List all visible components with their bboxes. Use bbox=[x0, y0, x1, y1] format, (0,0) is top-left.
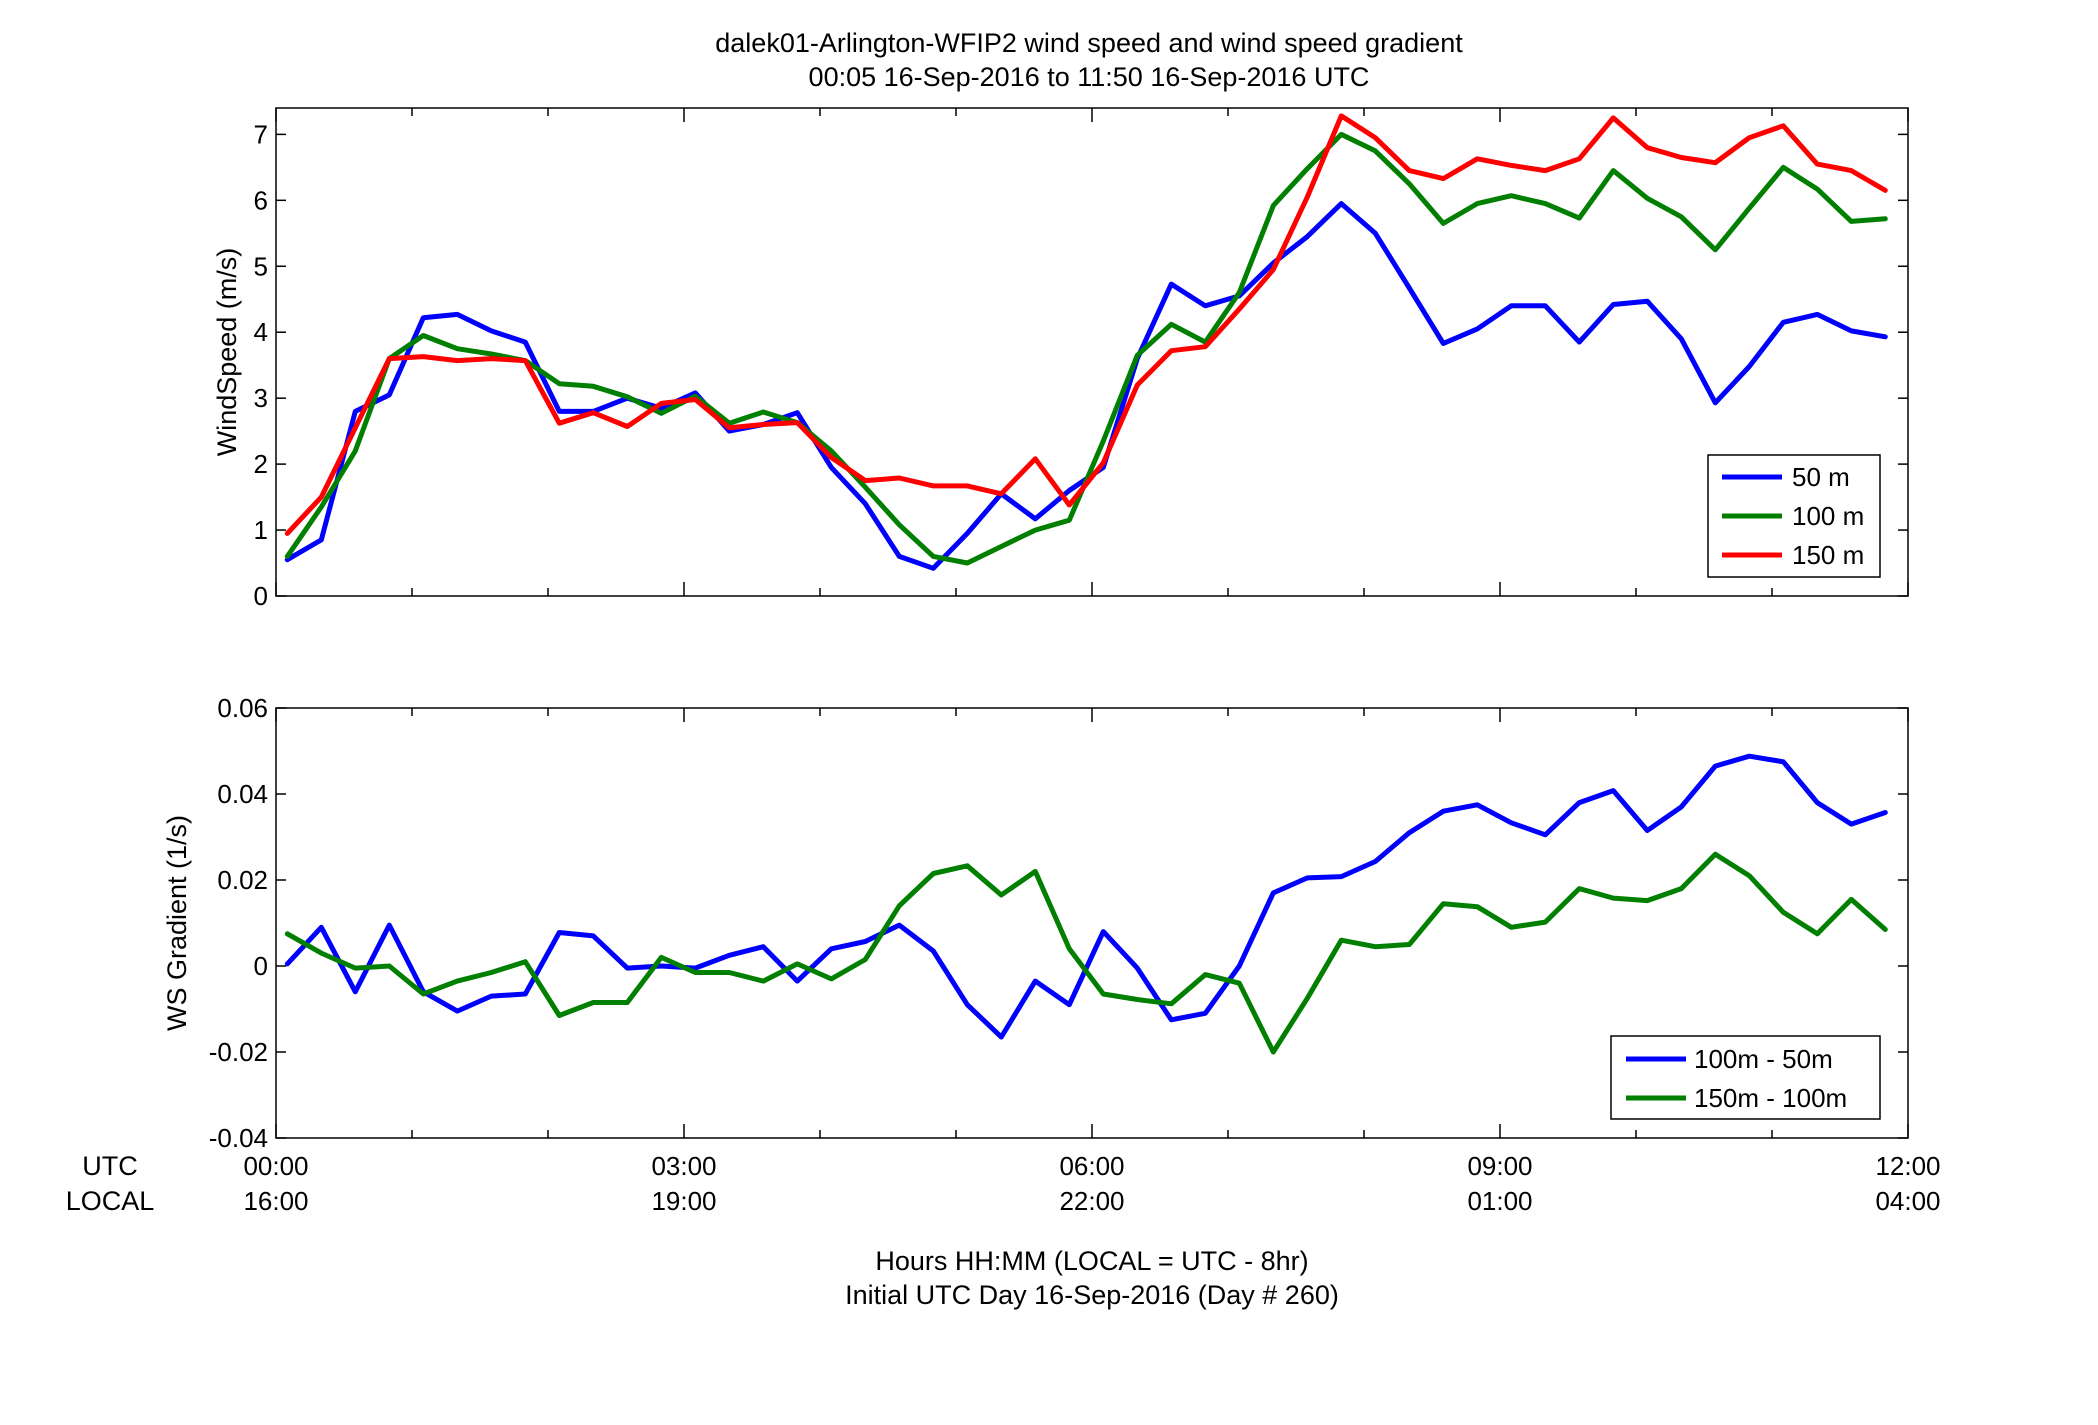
windspeed-panel: 0 1 2 3 4 5 6 7 WindSpeed (m/s) 50 m 100 m 150 … bbox=[212, 107, 1909, 611]
gradient-series-line-150m-100m bbox=[284, 851, 1888, 1055]
local-tick-label: 19:00 bbox=[651, 1186, 716, 1216]
local-tick-label: 16:00 bbox=[243, 1186, 308, 1216]
gradient-y-tick-label: -0.04 bbox=[209, 1123, 268, 1153]
legend-label-150m: 150 m bbox=[1792, 540, 1864, 570]
utc-tick-label: 00:00 bbox=[243, 1151, 308, 1181]
windspeed-y-tick-label: 7 bbox=[254, 119, 268, 149]
windspeed-y-tick-label: 3 bbox=[254, 383, 268, 413]
local-tick-labels: 16:00 19:00 22:00 01:00 04:00 bbox=[243, 1186, 1940, 1216]
gradient-y-tick-label: 0 bbox=[254, 951, 268, 981]
gradient-y-ticks: -0.04 -0.02 0 0.02 0.04 0.06 bbox=[209, 693, 1908, 1153]
windspeed-y-tick-label: 4 bbox=[254, 317, 268, 347]
gradient-legend-box bbox=[1610, 1035, 1881, 1120]
utc-tick-labels: 00:00 03:00 06:00 09:00 12:00 bbox=[243, 1151, 1940, 1181]
windspeed-x-ticks bbox=[275, 108, 1909, 596]
gradient-legend: 100m - 50m 150m - 100m bbox=[1610, 1035, 1881, 1120]
x-axis-label: Hours HH:MM (LOCAL = UTC - 8hr) bbox=[875, 1246, 1308, 1276]
local-tick-label: 04:00 bbox=[1875, 1186, 1940, 1216]
windspeed-y-tick-label: 1 bbox=[254, 515, 268, 545]
windspeed-y-axis-label: WindSpeed (m/s) bbox=[212, 248, 242, 457]
chart-title-line2: 00:05 16-Sep-2016 to 11:50 16-Sep-2016 U… bbox=[809, 62, 1370, 92]
legend-label-100m: 100 m bbox=[1792, 501, 1864, 531]
utc-tick-label: 06:00 bbox=[1059, 1151, 1124, 1181]
gradient-y-tick-label: -0.02 bbox=[209, 1037, 268, 1067]
windspeed-series bbox=[284, 113, 1888, 571]
gradient-series bbox=[284, 753, 1888, 1055]
windspeed-y-tick-label: 2 bbox=[254, 449, 268, 479]
windspeed-y-tick-label: 6 bbox=[254, 185, 268, 215]
legend-label-100m-50m: 100m - 50m bbox=[1694, 1044, 1833, 1074]
legend-label-150m-100m: 150m - 100m bbox=[1694, 1083, 1847, 1113]
x-axis-sublabel: Initial UTC Day 16-Sep-2016 (Day # 260) bbox=[845, 1280, 1339, 1310]
utc-tick-label: 12:00 bbox=[1875, 1151, 1940, 1181]
windspeed-plot-frame bbox=[275, 107, 1909, 597]
windspeed-series-line-150-m bbox=[284, 113, 1888, 536]
windspeed-y-ticks: 0 1 2 3 4 5 6 7 bbox=[254, 119, 1908, 611]
utc-tick-label: 03:00 bbox=[651, 1151, 716, 1181]
chart-title-line1: dalek01-Arlington-WFIP2 wind speed and w… bbox=[715, 28, 1463, 58]
windspeed-y-tick-label: 0 bbox=[254, 581, 268, 611]
gradient-y-tick-label: 0.06 bbox=[217, 693, 268, 723]
gradient-y-tick-label: 0.04 bbox=[217, 779, 268, 809]
legend-label-50m: 50 m bbox=[1792, 462, 1850, 492]
gradient-panel: -0.04 -0.02 0 0.02 0.04 0.06 WS Gradient (1/s… bbox=[162, 693, 1909, 1153]
gradient-x-ticks bbox=[275, 708, 1909, 1138]
windspeed-y-tick-label: 5 bbox=[254, 251, 268, 281]
utc-tick-label: 09:00 bbox=[1467, 1151, 1532, 1181]
gradient-y-axis-label: WS Gradient (1/s) bbox=[162, 815, 192, 1031]
windspeed-legend: 50 m 100 m 150 m bbox=[1707, 454, 1881, 578]
utc-row-label: UTC bbox=[82, 1151, 138, 1181]
local-row-label: LOCAL bbox=[66, 1186, 155, 1216]
local-tick-label: 22:00 bbox=[1059, 1186, 1124, 1216]
local-tick-label: 01:00 bbox=[1467, 1186, 1532, 1216]
gradient-y-tick-label: 0.02 bbox=[217, 865, 268, 895]
